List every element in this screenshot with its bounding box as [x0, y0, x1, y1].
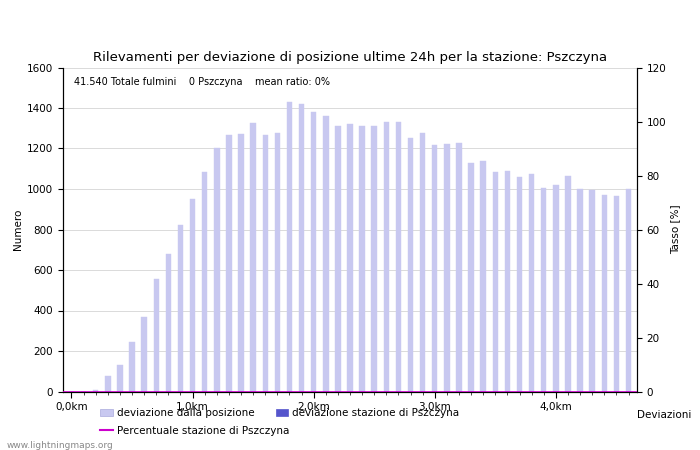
Bar: [190, 199, 195, 392]
Y-axis label: Tasso [%]: Tasso [%]: [671, 205, 680, 254]
Bar: [166, 254, 171, 392]
Bar: [480, 161, 486, 392]
Bar: [553, 185, 559, 392]
Bar: [347, 124, 353, 392]
Bar: [456, 144, 462, 392]
Text: Deviazioni: Deviazioni: [637, 410, 692, 419]
Bar: [141, 317, 147, 392]
Bar: [505, 171, 510, 392]
Bar: [420, 133, 426, 392]
Bar: [541, 188, 547, 392]
Bar: [226, 135, 232, 391]
Bar: [384, 122, 389, 392]
Bar: [105, 376, 111, 392]
Bar: [93, 391, 99, 392]
Bar: [601, 195, 607, 392]
Bar: [323, 116, 328, 392]
Bar: [493, 172, 498, 392]
Bar: [578, 189, 583, 392]
Bar: [444, 144, 449, 392]
Bar: [251, 123, 256, 392]
Bar: [395, 122, 401, 392]
Bar: [178, 225, 183, 392]
Bar: [626, 189, 631, 392]
Bar: [468, 162, 474, 392]
Bar: [202, 172, 207, 392]
Text: 41.540 Totale fulmini    0 Pszczyna    mean ratio: 0%: 41.540 Totale fulmini 0 Pszczyna mean ra…: [74, 77, 330, 87]
Bar: [614, 196, 619, 392]
Bar: [432, 145, 438, 392]
Bar: [589, 190, 595, 392]
Bar: [117, 365, 122, 392]
Legend: deviazione dalla posizione, deviazione stazione di Pszczyna: deviazione dalla posizione, deviazione s…: [96, 404, 463, 422]
Bar: [238, 134, 244, 392]
Bar: [130, 342, 134, 392]
Y-axis label: Numero: Numero: [13, 209, 23, 250]
Bar: [408, 139, 413, 392]
Bar: [153, 279, 159, 392]
Title: Rilevamenti per deviazione di posizione ultime 24h per la stazione: Pszczyna: Rilevamenti per deviazione di posizione …: [93, 50, 607, 63]
Bar: [299, 104, 304, 392]
Bar: [529, 174, 534, 392]
Text: www.lightningmaps.org: www.lightningmaps.org: [7, 441, 113, 450]
Legend: Percentuale stazione di Pszczyna: Percentuale stazione di Pszczyna: [96, 422, 293, 440]
Bar: [335, 126, 341, 392]
Bar: [517, 177, 522, 392]
Bar: [372, 126, 377, 392]
Bar: [262, 135, 268, 391]
Bar: [359, 126, 365, 392]
Bar: [214, 148, 220, 392]
Bar: [287, 102, 292, 392]
Bar: [311, 112, 316, 392]
Bar: [274, 133, 280, 392]
Bar: [566, 176, 570, 392]
